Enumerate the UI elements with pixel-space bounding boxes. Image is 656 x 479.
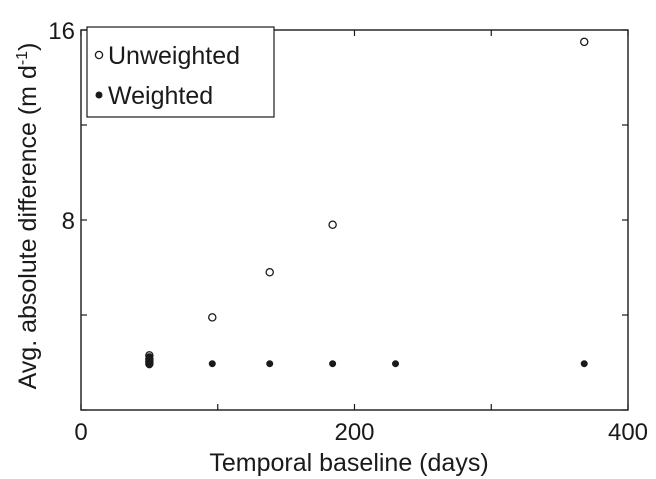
x-tick-label: 0 [74, 419, 87, 446]
legend: Unweighted Weighted [86, 26, 275, 118]
weighted-point [392, 360, 400, 368]
y-axis-title-main: Avg. absolute difference (m d [14, 65, 42, 389]
legend-label-weighted: Weighted [108, 82, 213, 110]
weighted-point [580, 360, 588, 368]
x-axis-title: Temporal baseline (days) [209, 449, 488, 477]
weighted-point [208, 360, 216, 368]
weighted-point [145, 361, 153, 369]
unweighted-point [328, 220, 337, 229]
y-tick-label: 16 [48, 18, 75, 45]
unweighted-point [579, 37, 589, 47]
y-axis-title: Avg. absolute difference (m d-1) [14, 43, 42, 390]
x-tick-label: 200 [334, 419, 374, 446]
legend-marker-unweighted [94, 50, 104, 60]
unweighted-point [208, 313, 217, 322]
unweighted-point [265, 267, 274, 277]
legend-marker-weighted [95, 91, 103, 99]
weighted-point [329, 360, 337, 368]
legend-label-unweighted: Unweighted [108, 42, 240, 70]
legend-box [86, 26, 275, 118]
plot-area: 0 200 400 8 16 [48, 18, 648, 446]
weighted-point [266, 360, 274, 368]
x-tick-label: 400 [608, 419, 648, 446]
y-tick-label: 8 [62, 208, 75, 235]
y-axis-title-close: ) [14, 43, 42, 51]
y-axis-title-superscript: -1 [14, 51, 31, 65]
